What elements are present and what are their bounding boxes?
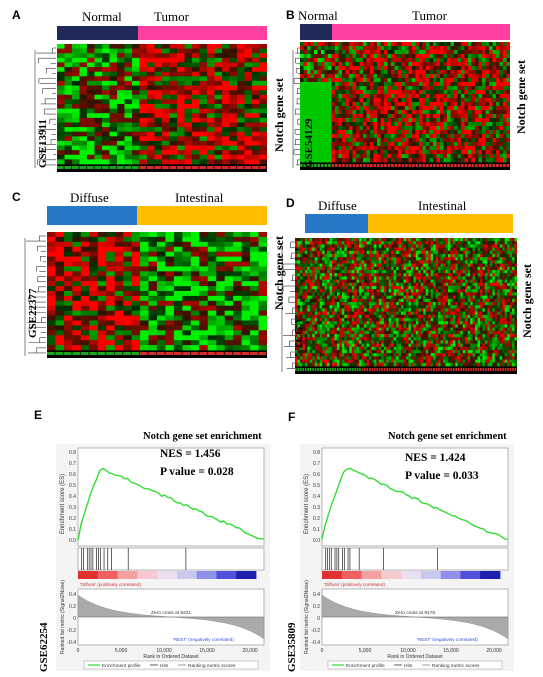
panel-E-nes: NES = 1.456 — [160, 448, 221, 460]
panel-B-tumor-label: Tumor — [412, 8, 447, 23]
panel-B-tumor-bar — [332, 24, 510, 40]
panel-F-letter: F — [288, 410, 296, 424]
panel-C-diffuse-label: Diffuse — [70, 190, 109, 205]
panel-D-letter: D — [286, 196, 295, 210]
panel-C-heatmap — [47, 232, 267, 358]
panel-D-side-label: Notch gene set — [520, 264, 534, 338]
panel-D-intestinal-bar — [368, 214, 513, 233]
panel-B-heatmap — [300, 42, 510, 170]
panel-E-letter: E — [34, 408, 43, 422]
panel-A-normal-label: Normal — [82, 9, 122, 24]
panel-C-group-bar — [47, 206, 267, 225]
panel-F-gsea-plot: Enrichment score (ES)0.80.70.60.50.40.30… — [300, 444, 514, 671]
panel-D-diffuse-label: Diffuse — [318, 198, 357, 213]
panel-C-intestinal-label: Intestinal — [175, 190, 224, 205]
panel-E-gsea-plot: Enrichment score (ES)0.80.70.60.50.40.30… — [56, 444, 270, 671]
panel-B-normal-bar — [300, 24, 332, 40]
panel-D-diffuse-bar — [305, 214, 368, 233]
panel-B-normal-label: Normal — [298, 8, 338, 23]
panel-A-side-label: Notch gene set — [272, 78, 286, 152]
panel-A-dendrogram — [34, 47, 56, 168]
panel-A-heatmap — [57, 44, 267, 172]
panel-F-nes: NES = 1.424 — [405, 452, 466, 464]
panel-D-group-bar — [305, 214, 513, 233]
panel-D-intestinal-label: Intestinal — [418, 198, 467, 213]
panel-A-group-bar — [57, 26, 267, 40]
panel-D-dataset-label: TCGA — [293, 318, 305, 350]
panel-A-letter: A — [12, 8, 21, 22]
panel-D-dendrogram — [281, 241, 295, 372]
panel-B-dataset-label: GSE54129 — [303, 118, 315, 168]
panel-F-dataset-label: GSE35809 — [286, 622, 298, 672]
panel-C-diffuse-bar — [47, 206, 137, 225]
panel-C-letter: C — [12, 190, 21, 204]
panel-A-tumor-label: Tumor — [154, 9, 189, 24]
panel-A-tumor-bar — [138, 26, 267, 40]
panel-C-intestinal-bar — [137, 206, 267, 225]
panel-A-dataset-label: GSE13911 — [37, 119, 49, 168]
panel-B-group-bar — [300, 24, 510, 40]
panel-E-dataset-label: GSE62254 — [38, 622, 50, 672]
panel-B-side-label: Notch gene set — [514, 60, 528, 134]
panel-E-title: Notch gene set enrichment — [143, 431, 262, 442]
panel-D-heatmap — [295, 238, 517, 374]
panel-B-letter: B — [286, 8, 295, 22]
panel-C-dendrogram — [24, 235, 46, 356]
panel-E-pvalue: P value = 0.028 — [160, 466, 234, 478]
panel-B-dendrogram — [292, 47, 300, 168]
panel-F-pvalue: P value = 0.033 — [405, 470, 479, 482]
panel-A-normal-bar — [57, 26, 138, 40]
panel-C-dataset-label: GSE22377 — [27, 288, 39, 338]
panel-F-title: Notch gene set enrichment — [388, 431, 507, 442]
